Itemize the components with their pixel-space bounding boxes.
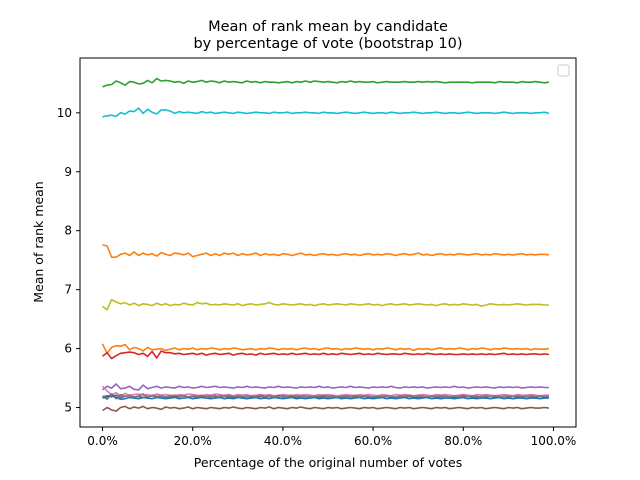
x-tick-label: 80.0% bbox=[444, 434, 482, 448]
chart-title-line-1: Mean of rank mean by candidate bbox=[208, 19, 448, 35]
y-tick-label: 5 bbox=[64, 401, 72, 415]
series-line-6 bbox=[102, 350, 550, 360]
plot-area bbox=[101, 77, 550, 412]
series-line-10 bbox=[102, 393, 549, 401]
x-tick-label: 60.0% bbox=[354, 434, 392, 448]
series-line-11 bbox=[102, 393, 549, 401]
chart-title-line-2: by percentage of vote (bootstrap 10) bbox=[193, 36, 462, 52]
y-tick-label: 9 bbox=[64, 165, 72, 179]
legend-box bbox=[557, 64, 570, 77]
series-line-4 bbox=[102, 298, 549, 311]
series-line-7 bbox=[102, 383, 549, 391]
x-axis: 0.0% 20.0% 40.0% 60.0% 80.0% 100.0% bbox=[87, 427, 576, 448]
series-line-3 bbox=[102, 244, 550, 259]
x-tick-label: 40.0% bbox=[264, 434, 302, 448]
series-line-1 bbox=[102, 77, 550, 88]
y-tick-label: 10 bbox=[57, 106, 72, 120]
y-tick-label: 7 bbox=[64, 283, 72, 297]
series-line-2 bbox=[102, 107, 550, 118]
y-axis: 5 6 7 8 9 10 bbox=[57, 106, 80, 415]
x-axis-label: Percentage of the original number of vot… bbox=[194, 455, 462, 470]
x-tick-label: 100.0% bbox=[531, 434, 577, 448]
y-tick-label: 6 bbox=[64, 342, 72, 356]
series-line-12 bbox=[102, 405, 550, 412]
x-tick-label: 0.0% bbox=[87, 434, 118, 448]
y-tick-label: 8 bbox=[64, 224, 72, 238]
x-tick-label: 20.0% bbox=[174, 434, 212, 448]
series-line-5 bbox=[101, 343, 550, 355]
axes-frame bbox=[79, 57, 577, 428]
y-axis-label: Mean of rank mean bbox=[31, 181, 46, 302]
series-line-9 bbox=[102, 394, 549, 399]
